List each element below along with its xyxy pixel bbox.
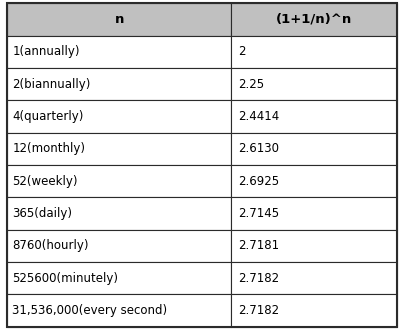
Bar	[231, 100, 396, 133]
Bar	[231, 294, 396, 327]
Text: 1(annually): 1(annually)	[12, 45, 79, 58]
Bar	[7, 36, 231, 68]
Bar	[7, 197, 231, 230]
Bar	[7, 133, 231, 165]
Text: 2(biannually): 2(biannually)	[12, 78, 90, 91]
Bar	[231, 133, 396, 165]
Text: 365(daily): 365(daily)	[12, 207, 72, 220]
Text: 2.7181: 2.7181	[238, 239, 279, 252]
Bar	[231, 165, 396, 197]
Text: 2.6925: 2.6925	[238, 175, 279, 188]
Text: 525600(minutely): 525600(minutely)	[12, 272, 118, 285]
Bar	[231, 230, 396, 262]
Bar	[231, 3, 396, 36]
Text: 8760(hourly): 8760(hourly)	[12, 239, 89, 252]
Text: n: n	[114, 13, 124, 26]
Text: 4(quarterly): 4(quarterly)	[12, 110, 83, 123]
Bar	[7, 230, 231, 262]
Text: 2.7182: 2.7182	[238, 272, 279, 285]
Bar	[231, 262, 396, 294]
Bar	[7, 68, 231, 100]
Text: (1+1/n)^n: (1+1/n)^n	[275, 13, 352, 26]
Text: 2.25: 2.25	[238, 78, 264, 91]
Bar	[7, 100, 231, 133]
Bar	[231, 36, 396, 68]
Text: 2.4414: 2.4414	[238, 110, 279, 123]
Bar	[7, 165, 231, 197]
Bar	[7, 262, 231, 294]
Text: 31,536,000(every second): 31,536,000(every second)	[12, 304, 167, 317]
Text: 2.6130: 2.6130	[238, 142, 279, 155]
Text: 2.7182: 2.7182	[238, 304, 279, 317]
Bar	[7, 294, 231, 327]
Text: 2.7145: 2.7145	[238, 207, 279, 220]
Text: 12(monthly): 12(monthly)	[12, 142, 85, 155]
Bar	[231, 197, 396, 230]
Bar	[231, 68, 396, 100]
Text: 2: 2	[238, 45, 245, 58]
Bar	[7, 3, 231, 36]
Text: 52(weekly): 52(weekly)	[12, 175, 77, 188]
